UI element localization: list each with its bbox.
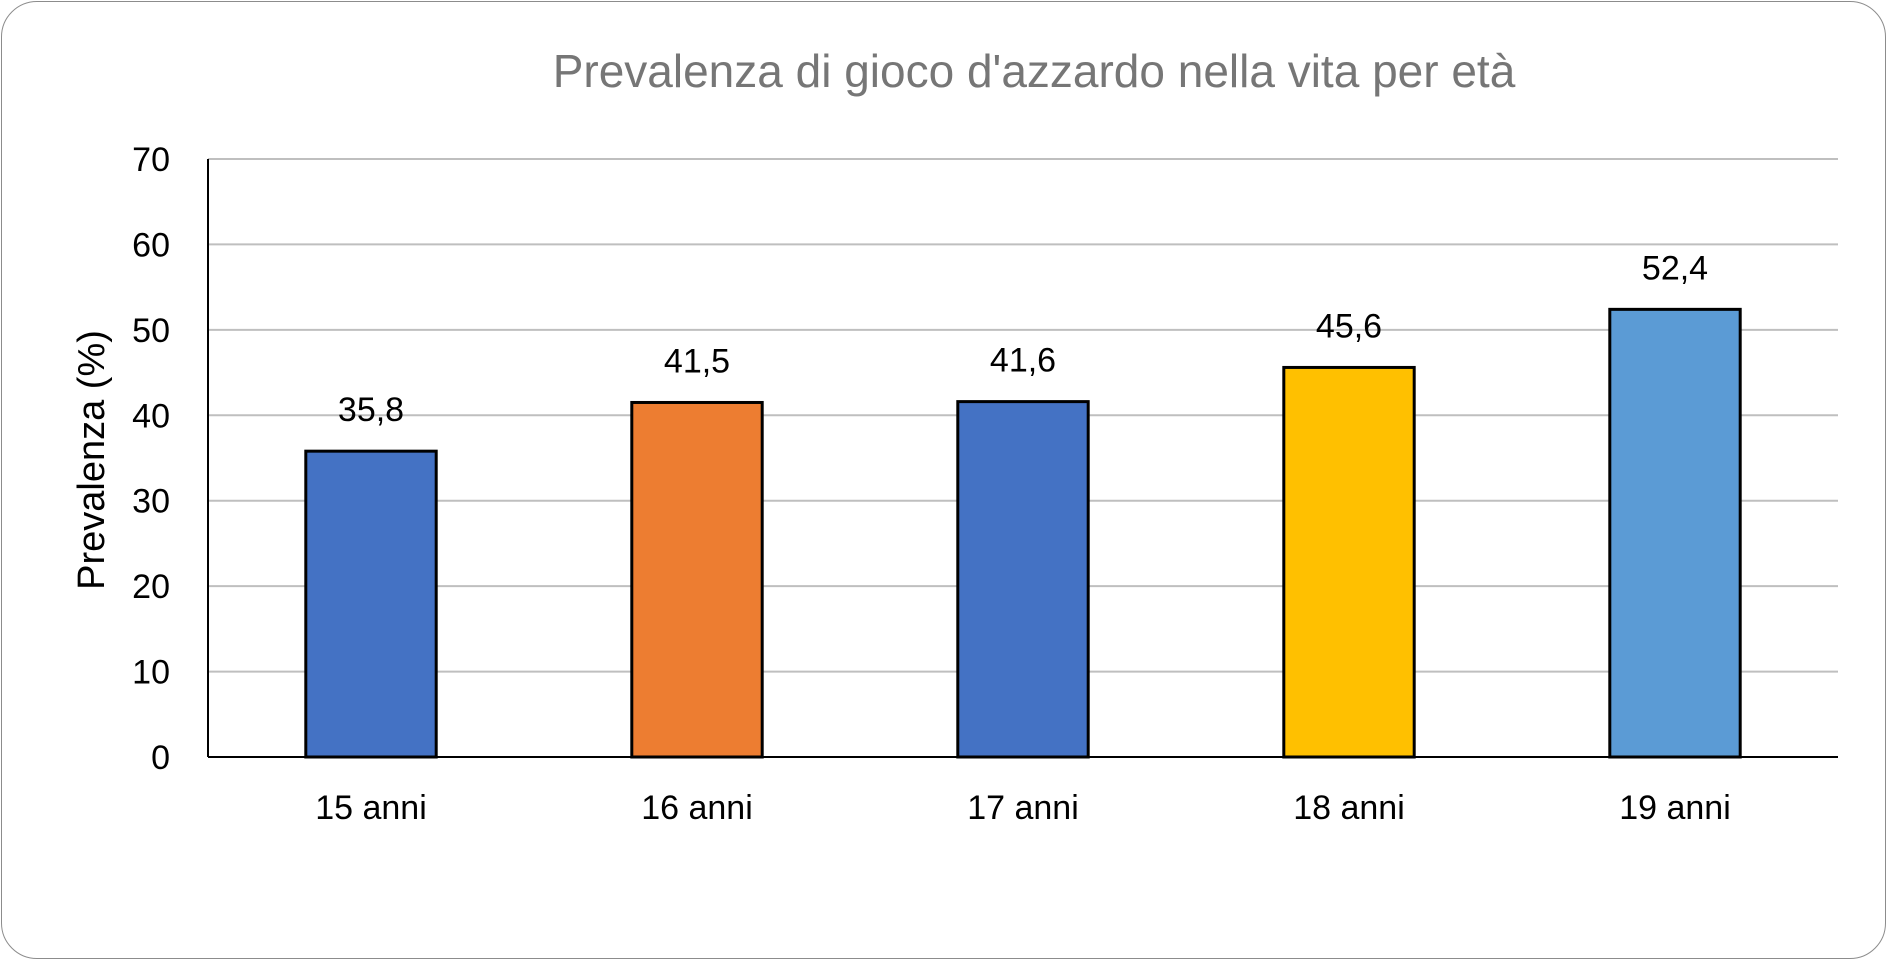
y-tick-label: 40 (132, 397, 170, 435)
axes (207, 159, 1838, 758)
bar-2 (630, 400, 764, 759)
data-label: 41,6 (990, 342, 1056, 380)
gridlines (208, 158, 1838, 673)
data-label: 45,6 (1316, 307, 1382, 345)
data-label: 41,5 (664, 342, 730, 380)
x-tick-label: 19 anni (1619, 789, 1731, 827)
x-tick-label: 15 anni (315, 789, 427, 827)
bar-4 (1282, 365, 1416, 759)
data-label: 35,8 (338, 391, 404, 429)
y-tick-label: 10 (132, 654, 170, 692)
y-tick-label: 60 (132, 226, 170, 264)
y-tick-label: 70 (132, 141, 170, 179)
bar-5 (1608, 307, 1742, 759)
data-label: 52,4 (1642, 249, 1708, 287)
bar-1 (304, 449, 438, 759)
x-tick-label: 18 anni (1293, 789, 1405, 827)
bar-3 (956, 400, 1090, 759)
y-axis-title: Prevalenza (%) (71, 330, 113, 590)
y-tick-label: 30 (132, 483, 170, 521)
labels: 0 10 20 30 40 50 60 70 35,8 15 anni 41,5 16 anni 41,… (132, 141, 1731, 827)
y-tick-label: 20 (132, 568, 170, 606)
x-tick-label: 16 anni (641, 789, 753, 827)
y-tick-label: 50 (132, 312, 170, 350)
y-tick-label: 0 (151, 739, 170, 777)
x-tick-label: 17 anni (967, 789, 1079, 827)
bars (304, 307, 1742, 759)
chart-title: Prevalenza di gioco d'azzardo nella vita… (553, 45, 1516, 97)
